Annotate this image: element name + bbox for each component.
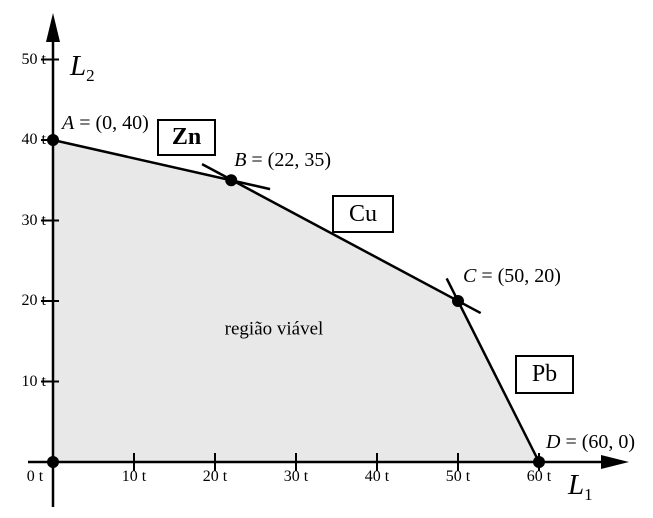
x-tick-label: 60 t: [526, 468, 552, 485]
vertex-dot-b: [225, 174, 238, 187]
origin-dot: [47, 456, 59, 468]
vertex-letter-c: C: [463, 265, 477, 287]
vertex-label-a: A = (0, 40): [62, 113, 149, 133]
vertex-label-d: D = (60, 0): [546, 432, 635, 452]
y-axis-title-letter: L: [70, 50, 87, 82]
feasible-region: [53, 140, 539, 462]
y-tick-label: 20 t: [21, 292, 46, 309]
vertex-dot-d: [533, 456, 545, 468]
vertex-letter-d: D: [546, 431, 561, 453]
vertex-dot-a: [47, 134, 59, 146]
region-label: região viável: [224, 318, 324, 340]
x-tick-label: 10 t: [121, 468, 147, 485]
line-label-box-zn: Zn: [157, 119, 216, 156]
vertex-coords-b: = (22, 35): [251, 149, 332, 172]
y-axis-arrowhead: [46, 13, 60, 42]
x-axis-title: L1: [568, 469, 593, 504]
x-tick-label: 40 t: [364, 468, 390, 485]
line-label-pb: Pb: [531, 361, 558, 387]
constraint-line-cu: [201, 163, 482, 315]
x-axis-title-subscript: 1: [584, 485, 593, 504]
vertex-coords-c: = (50, 20): [481, 265, 561, 287]
vertex-letter-a: A: [62, 112, 75, 134]
y-tick-label: 50 t: [21, 50, 46, 68]
y-tick-label: 40 t: [21, 131, 46, 148]
origin-tick-label: 0 t: [26, 468, 44, 485]
vertex-coords-a: = (0, 40): [79, 112, 149, 134]
y-axis-title-subscript: 2: [86, 66, 95, 85]
y-axis-title: L2: [70, 50, 95, 85]
x-tick-label: 30 t: [283, 468, 309, 485]
vertex-letter-b: B: [234, 149, 247, 172]
line-label-zn: Zn: [171, 124, 202, 150]
line-label-cu: Cu: [348, 200, 377, 227]
x-tick-label: 20 t: [202, 468, 228, 485]
y-tick-label: 10 t: [21, 372, 46, 390]
vertex-dot-c: [452, 295, 464, 307]
vertex-label-c: C = (50, 20): [463, 266, 561, 286]
constraint-line-pb: [445, 277, 541, 463]
line-label-box-cu: Cu: [332, 195, 394, 233]
vertex-coords-d: = (60, 0): [565, 431, 636, 453]
y-tick-label: 30 t: [21, 211, 46, 229]
line-label-box-pb: Pb: [515, 355, 574, 394]
x-tick-label: 50 t: [445, 468, 471, 485]
vertex-label-b: B = (22, 35): [234, 150, 331, 170]
x-axis-title-letter: L: [568, 469, 585, 501]
x-axis-arrowhead: [601, 455, 629, 469]
